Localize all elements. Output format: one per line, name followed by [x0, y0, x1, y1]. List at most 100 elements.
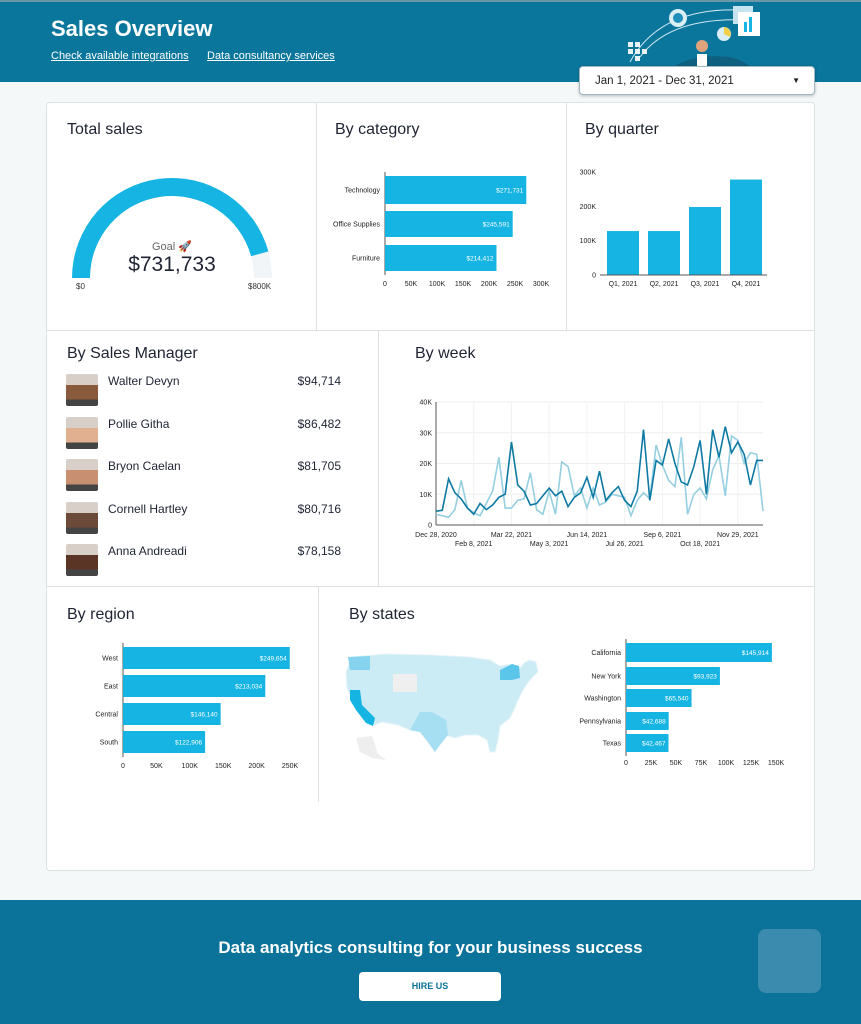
tick-label: 300K — [580, 170, 597, 177]
map-wyoming — [393, 674, 417, 692]
manager-amount: $78,158 — [297, 544, 341, 559]
by-category-title: By category — [335, 121, 420, 138]
bar-office-supplies — [385, 211, 513, 237]
data-label: $42,688 — [642, 719, 666, 726]
chat-widget-button[interactable] — [758, 929, 821, 993]
tick-label: 0 — [592, 273, 596, 280]
bar-furniture — [385, 245, 497, 271]
gauge-min-label: $0 — [76, 282, 85, 291]
bar-washington — [626, 689, 692, 707]
category-label: Technology — [345, 188, 381, 195]
tick-label: Oct 18, 2021 — [680, 541, 720, 548]
us-states-map[interactable] — [345, 653, 539, 760]
gauge-max-label: $800K — [248, 282, 272, 291]
data-label: $271,731 — [496, 188, 523, 195]
data-label: $93,923 — [693, 674, 717, 681]
manager-row[interactable]: Cornell Hartley $80,716 — [66, 501, 346, 534]
tick-label: 250K — [282, 763, 299, 770]
tick-label: 50K — [405, 281, 418, 288]
tick-label: 10K — [420, 492, 433, 499]
tick-label: 0 — [624, 760, 628, 767]
tick-label: 150K — [215, 763, 232, 770]
tick-label: May 3, 2021 — [530, 541, 569, 548]
tick-label: 125K — [743, 760, 760, 767]
data-label: $214,412 — [466, 256, 493, 263]
data-label: $65,540 — [665, 696, 689, 703]
category-label: Q2, 2021 — [650, 281, 679, 288]
tick-label: Jul 26, 2021 — [606, 541, 644, 548]
category-label: South — [100, 740, 118, 747]
tick-label: 50K — [670, 760, 683, 767]
divider — [566, 103, 567, 330]
tick-label: 30K — [420, 430, 433, 437]
manager-name: Anna Andreadi — [108, 544, 187, 559]
header — [0, 0, 861, 82]
manager-amount: $81,705 — [297, 459, 341, 474]
footer-banner — [0, 900, 861, 1024]
series-line-light — [435, 434, 764, 519]
bar-california — [626, 643, 772, 662]
manager-row[interactable]: Bryon Caelan $81,705 — [66, 459, 346, 492]
tick-label: 40K — [420, 400, 433, 407]
series-line-dark — [435, 426, 763, 516]
manager-row[interactable]: Anna Andreadi $78,158 — [66, 544, 346, 577]
data-label: $213,034 — [235, 684, 262, 691]
date-range-value: Jan 1, 2021 - Dec 31, 2021 — [595, 75, 734, 87]
data-label: $122,906 — [175, 740, 202, 747]
gauge-fill-arc — [72, 178, 269, 278]
integrations-link[interactable]: Check available integrations — [51, 50, 189, 62]
bar-q3-2021 — [689, 207, 721, 275]
tick-label: Nov 29, 2021 — [717, 532, 759, 539]
map-texas — [410, 712, 448, 752]
category-label: New York — [591, 674, 621, 681]
category-label: Q1, 2021 — [609, 281, 638, 288]
footer-cta-text: Data analytics consulting for your busin… — [218, 938, 643, 957]
category-label: East — [104, 684, 118, 691]
by-week-title: By week — [415, 345, 476, 362]
tick-label: 25K — [645, 760, 658, 767]
category-label: Texas — [603, 741, 622, 748]
category-label: Q4, 2021 — [732, 281, 761, 288]
by-region-title: By region — [67, 606, 135, 623]
tick-label: Sep 6, 2021 — [644, 532, 682, 539]
manager-avatar — [66, 544, 98, 577]
manager-name: Bryon Caelan — [108, 459, 181, 474]
tick-label: Mar 22, 2021 — [491, 532, 532, 539]
tick-label: 150K — [455, 281, 472, 288]
gauge-chart — [72, 178, 272, 278]
date-range-picker[interactable]: Jan 1, 2021 - Dec 31, 2021 ▼ — [579, 66, 815, 95]
tick-label: 75K — [695, 760, 708, 767]
tick-label: 0 — [428, 523, 432, 530]
category-label: Q3, 2021 — [691, 281, 720, 288]
bar-technology — [385, 176, 527, 204]
manager-avatar — [66, 374, 98, 406]
consultancy-link[interactable]: Data consultancy services — [207, 50, 335, 62]
bar-south — [123, 731, 206, 753]
data-label: $145,914 — [742, 650, 769, 657]
manager-name: Pollie Githa — [108, 416, 170, 431]
manager-avatar — [66, 416, 98, 449]
tick-label: 100K — [429, 281, 446, 288]
hire-us-button[interactable]: HIRE US — [359, 972, 501, 1001]
tick-label: 0 — [383, 281, 387, 288]
tick-label: Feb 8, 2021 — [455, 541, 492, 548]
manager-row[interactable]: Pollie Githa $86,482 — [66, 416, 346, 449]
divider — [316, 103, 317, 330]
gauge-remaining-arc — [251, 251, 272, 278]
by-quarter-title: By quarter — [585, 121, 659, 138]
map-washington — [348, 656, 370, 670]
tick-label: 150K — [768, 760, 785, 767]
tick-label: 200K — [248, 763, 265, 770]
manager-row[interactable]: Walter Devyn $94,714 — [66, 374, 346, 406]
tick-label: 300K — [533, 281, 550, 288]
tick-label: 50K — [150, 763, 163, 770]
bar-pennsylvania — [626, 712, 669, 730]
tick-label: 100K — [718, 760, 735, 767]
caret-down-icon: ▼ — [792, 76, 800, 85]
bar-q4-2021 — [730, 179, 762, 275]
data-label: $245,591 — [483, 222, 510, 229]
bar-texas — [626, 734, 669, 752]
page-title: Sales Overview — [51, 16, 213, 41]
manager-amount: $86,482 — [297, 416, 341, 431]
